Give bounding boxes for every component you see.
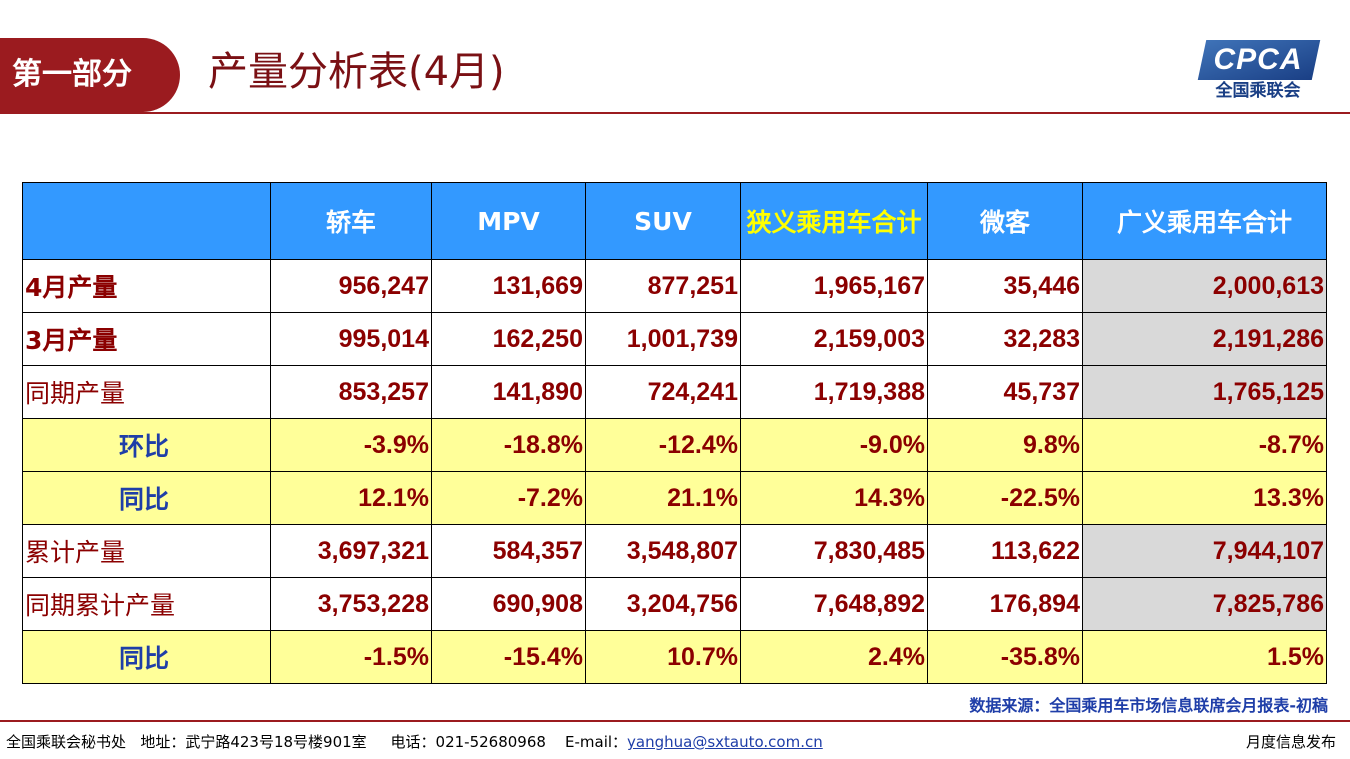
table-cell: 853,257: [270, 365, 432, 419]
table-cell: 2,000,613: [1082, 259, 1327, 313]
logo-text: CPCA: [1213, 43, 1303, 76]
table-cell: -9.0%: [740, 418, 928, 472]
table-cell: 1,001,739: [585, 312, 741, 366]
header-cell-suv: SUV: [585, 182, 741, 260]
table-cell: 45,737: [927, 365, 1083, 419]
table-row: 同期产量 853,257 141,890 724,241 1,719,388 45,737…: [22, 365, 1327, 419]
table-cell: 162,250: [431, 312, 586, 366]
table-cell: 1,765,125: [1082, 365, 1327, 419]
row-label: 累计产量: [22, 524, 271, 578]
table-cell: 1.5%: [1082, 630, 1327, 684]
page-title: 产量分析表(4月): [208, 49, 505, 95]
table-cell: 3,753,228: [270, 577, 432, 631]
row-label: 同比: [22, 471, 271, 525]
production-table: 轿车 MPV SUV 狭义乘用车合计 微客 广义乘用车合计 4月产量 956,24…: [22, 182, 1327, 684]
row-label: 同比: [22, 630, 271, 684]
table-cell: -18.8%: [431, 418, 586, 472]
table-row: 同比 -1.5% -15.4% 10.7% 2.4% -35.8% 1.5%: [22, 630, 1327, 684]
table-cell: 3,548,807: [585, 524, 741, 578]
table-cell: -8.7%: [1082, 418, 1327, 472]
table-cell: 1,719,388: [740, 365, 928, 419]
table-cell: 724,241: [585, 365, 741, 419]
cpca-logo: CPCA 全国乘联会: [1196, 40, 1321, 102]
table-cell: 2,191,286: [1082, 312, 1327, 366]
header-divider: [0, 112, 1350, 114]
footer-org: 全国乘联会秘书处: [6, 733, 127, 751]
header-cell-microvan: 微客: [927, 182, 1083, 260]
table-cell: 35,446: [927, 259, 1083, 313]
table-cell: 10.7%: [585, 630, 741, 684]
table-header-row: 轿车 MPV SUV 狭义乘用车合计 微客 广义乘用车合计: [22, 182, 1327, 260]
table-row: 同比 12.1% -7.2% 21.1% 14.3% -22.5% 13.3%: [22, 471, 1327, 525]
header-cell-sedan: 轿车: [270, 182, 432, 260]
logo-subtext: 全国乘联会: [1215, 81, 1301, 101]
footer-divider: [0, 720, 1350, 722]
footer-phone: 电话：021-52680968: [390, 733, 546, 751]
row-label: 环比: [22, 418, 271, 472]
table-cell: 32,283: [927, 312, 1083, 366]
table-cell: 956,247: [270, 259, 432, 313]
header-cell-broad-total: 广义乘用车合计: [1082, 182, 1327, 260]
table-cell: -1.5%: [270, 630, 432, 684]
table-row: 环比 -3.9% -18.8% -12.4% -9.0% 9.8% -8.7%: [22, 418, 1327, 472]
footer-email-label: E-mail：: [565, 733, 628, 751]
footer-email-link[interactable]: yanghua@sxtauto.com.cn: [627, 733, 823, 751]
header-cell-narrow-total: 狭义乘用车合计: [740, 182, 928, 260]
table-cell: 176,894: [927, 577, 1083, 631]
table-cell: -3.9%: [270, 418, 432, 472]
row-label: 同期累计产量: [22, 577, 271, 631]
footer-contact: 全国乘联会秘书处 地址：武宁路423号18号楼901室 电话：021-52680…: [6, 731, 823, 752]
row-label: 3月产量: [22, 312, 271, 366]
table-cell: 584,357: [431, 524, 586, 578]
table-cell: -12.4%: [585, 418, 741, 472]
table-cell: -35.8%: [927, 630, 1083, 684]
table-cell: 2,159,003: [740, 312, 928, 366]
table-cell: 877,251: [585, 259, 741, 313]
table-cell: 2.4%: [740, 630, 928, 684]
section-badge: 第一部分: [0, 38, 180, 112]
table-cell: -7.2%: [431, 471, 586, 525]
table-cell: 7,830,485: [740, 524, 928, 578]
data-source-note: 数据来源：全国乘用车市场信息联席会月报表-初稿: [969, 696, 1328, 715]
table-cell: 113,622: [927, 524, 1083, 578]
footer-address: 地址：武宁路423号18号楼901室: [140, 733, 367, 751]
row-label: 同期产量: [22, 365, 271, 419]
table-cell: 9.8%: [927, 418, 1083, 472]
table-cell: 7,825,786: [1082, 577, 1327, 631]
table-cell: 13.3%: [1082, 471, 1327, 525]
table-cell: 995,014: [270, 312, 432, 366]
header-cell-mpv: MPV: [431, 182, 586, 260]
footer-monthly-release: 月度信息发布: [1245, 733, 1336, 751]
table-cell: 21.1%: [585, 471, 741, 525]
table-cell: 7,944,107: [1082, 524, 1327, 578]
header-cell-empty: [22, 182, 271, 260]
table-cell: 14.3%: [740, 471, 928, 525]
table-cell: -15.4%: [431, 630, 586, 684]
row-label: 4月产量: [22, 259, 271, 313]
table-cell: 1,965,167: [740, 259, 928, 313]
table-cell: 3,697,321: [270, 524, 432, 578]
table-cell: 141,890: [431, 365, 586, 419]
table-cell: 12.1%: [270, 471, 432, 525]
table-cell: 3,204,756: [585, 577, 741, 631]
table-cell: 690,908: [431, 577, 586, 631]
table-cell: 131,669: [431, 259, 586, 313]
table-cell: 7,648,892: [740, 577, 928, 631]
table-row: 累计产量 3,697,321 584,357 3,548,807 7,830,485 11…: [22, 524, 1327, 578]
table-row: 3月产量 995,014 162,250 1,001,739 2,159,003 32,2…: [22, 312, 1327, 366]
table-cell: -22.5%: [927, 471, 1083, 525]
table-row: 4月产量 956,247 131,669 877,251 1,965,167 35,446…: [22, 259, 1327, 313]
table-row: 同期累计产量 3,753,228 690,908 3,204,756 7,648,892…: [22, 577, 1327, 631]
